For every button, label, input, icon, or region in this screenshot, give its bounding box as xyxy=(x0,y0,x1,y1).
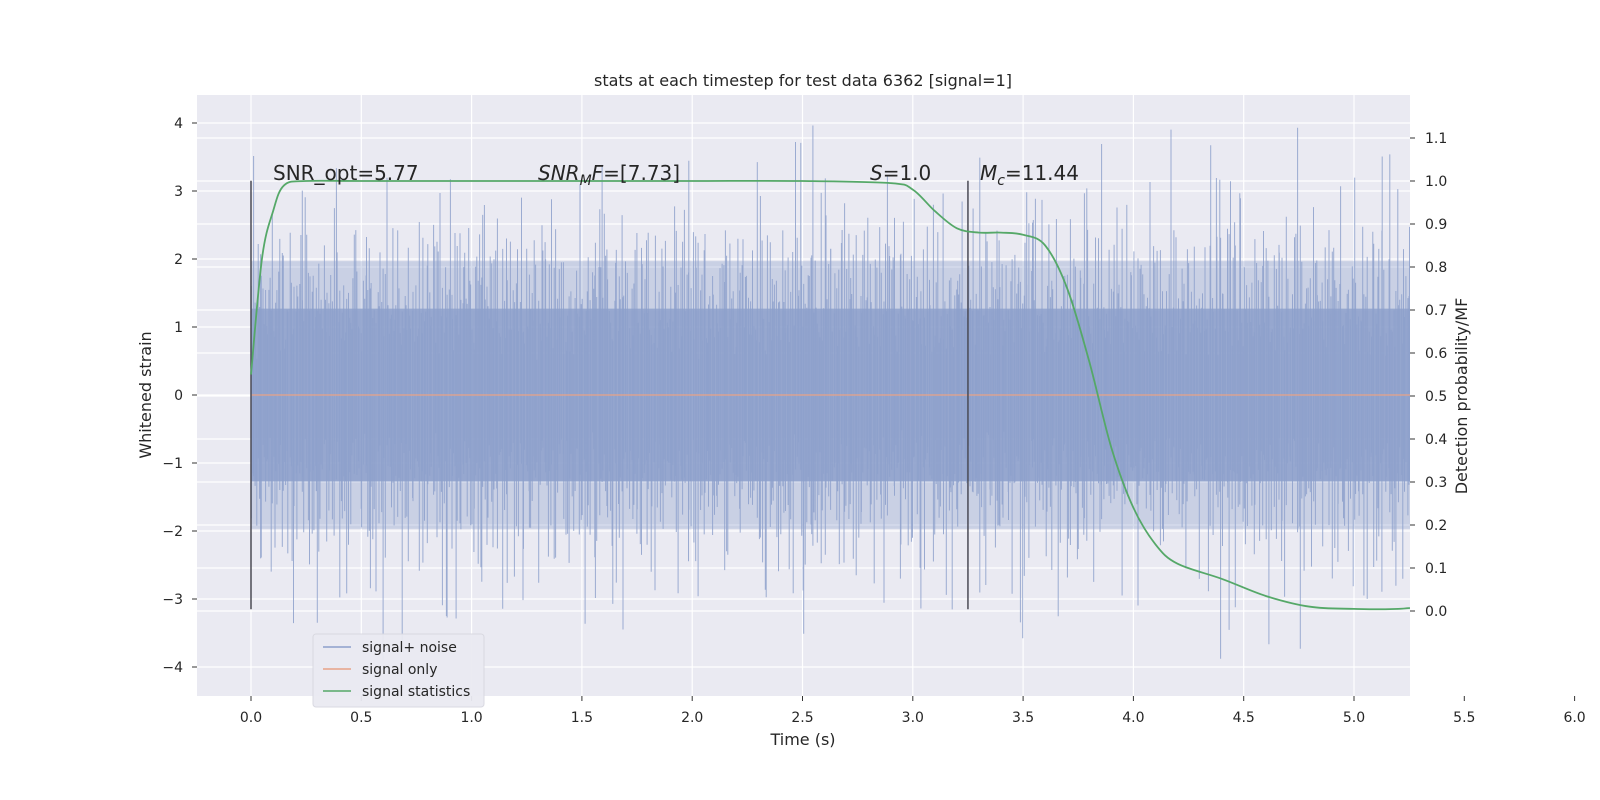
mc-annotation: Mc=11.44 xyxy=(980,161,1079,189)
x-axis-ticks: 0.00.51.01.52.02.53.03.54.04.55.05.56.06… xyxy=(240,696,1586,726)
x-tick-label: 5.0 xyxy=(1343,710,1365,726)
x-tick-label: 6.0 xyxy=(1563,710,1585,726)
y-tick-label: −2 xyxy=(162,524,183,540)
y-axis-ticks: 4 3 2 1 0 −1 −2 −3 −4 xyxy=(162,116,197,676)
x-tick-label: 0.0 xyxy=(240,710,262,726)
snr-opt-annotation: SNR_opt=5.77 xyxy=(273,161,419,185)
chart-title: stats at each timestep for test data 636… xyxy=(594,71,1012,90)
y-tick-label: 0 xyxy=(174,388,183,404)
right-y-tick-label: 0.6 xyxy=(1425,346,1447,362)
snr-mf-symbol: SNR xyxy=(538,161,580,185)
snr-mf-value: =[7.73] xyxy=(603,161,680,185)
y-tick-label: −3 xyxy=(162,592,183,608)
s-value: =1.0 xyxy=(883,161,932,185)
mc-value: =11.44 xyxy=(1005,161,1079,185)
x-tick-label: 1.0 xyxy=(460,710,482,726)
right-y-tick-label: 0.1 xyxy=(1425,561,1447,577)
x-tick-label: 4.5 xyxy=(1233,710,1255,726)
right-y-tick-label: 0.9 xyxy=(1425,217,1447,233)
right-y-tick-label: 0.7 xyxy=(1425,303,1447,319)
right-y-tick-label: 0.8 xyxy=(1425,260,1447,276)
right-y-axis-label: Detection probability/MF xyxy=(1452,298,1471,495)
signal-only-series xyxy=(251,336,1600,445)
right-y-tick-label: 1.1 xyxy=(1425,131,1447,147)
legend: signal+ noise signal only signal statist… xyxy=(312,633,485,708)
x-tick-label: 3.5 xyxy=(1012,710,1034,726)
y-tick-label: −4 xyxy=(162,660,183,676)
x-tick-label: 0.5 xyxy=(350,710,372,726)
signal-chirp xyxy=(1464,336,1600,445)
legend-label-signal-statistics: signal statistics xyxy=(362,684,470,700)
x-tick-label: 2.0 xyxy=(681,710,703,726)
x-axis-label: Time (s) xyxy=(769,730,835,749)
x-tick-label: 5.5 xyxy=(1453,710,1475,726)
snr-mf-subscript: M xyxy=(580,173,592,189)
s-annotation: S=1.0 xyxy=(870,161,931,185)
snr-mf-annotation: SNRMF=[7.73] xyxy=(538,161,680,189)
mc-subscript: c xyxy=(997,173,1005,189)
vertical-markers xyxy=(250,180,969,610)
right-y-tick-label: 1.0 xyxy=(1425,174,1447,190)
x-tick-label: 1.5 xyxy=(571,710,593,726)
legend-label-signal-only: signal only xyxy=(362,662,437,678)
y-tick-label: 3 xyxy=(174,184,183,200)
right-y-tick-label: 0.0 xyxy=(1425,604,1447,620)
y-tick-label: 1 xyxy=(174,320,183,336)
legend-box xyxy=(312,633,485,708)
y-tick-label: −1 xyxy=(162,456,183,472)
y-tick-label: 4 xyxy=(174,116,183,132)
statistics-line xyxy=(250,179,1410,611)
right-y-axis-ticks: 1.1 1.0 0.9 0.8 0.7 0.6 0.5 0.4 0.3 0.2 0.1 0.0 xyxy=(1410,131,1447,620)
x-tick-label: 3.0 xyxy=(902,710,924,726)
signal-statistics-series xyxy=(250,179,1410,611)
right-y-tick-label: 0.2 xyxy=(1425,518,1447,534)
legend-label-signal-noise: signal+ noise xyxy=(362,640,457,656)
x-tick-label: 4.0 xyxy=(1122,710,1144,726)
right-y-tick-label: 0.3 xyxy=(1425,475,1447,491)
right-y-tick-label: 0.4 xyxy=(1425,432,1447,448)
s-symbol: S xyxy=(870,161,883,185)
snr-mf-tail: F xyxy=(592,161,604,185)
y-tick-label: 2 xyxy=(174,252,183,268)
right-y-tick-label: 0.5 xyxy=(1425,389,1447,405)
mc-symbol: M xyxy=(980,161,997,185)
x-tick-label: 2.5 xyxy=(791,710,813,726)
y-axis-label: Whitened strain xyxy=(136,331,155,458)
